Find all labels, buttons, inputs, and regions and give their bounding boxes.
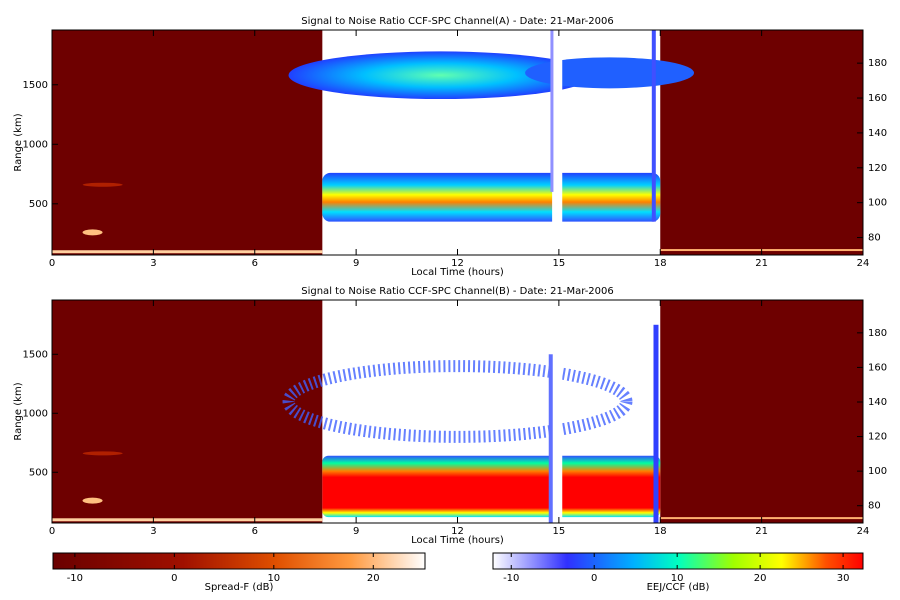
x-tick-label: 6 [252,258,258,269]
x-tick-label: 18 [654,526,667,537]
echo-stripe [548,354,553,523]
colorbar-tick-label: 30 [837,573,850,584]
night-region [52,300,323,523]
colorbar-tick-label: 20 [367,573,380,584]
x-tick-label: 12 [451,258,464,269]
x-tick-label: 6 [252,526,258,537]
chart-title: Signal to Noise Ratio CCF-SPC Channel(B)… [301,286,614,297]
data-gap [552,300,563,523]
y2-tick-label: 100 [868,466,887,477]
ground-echo [52,250,323,254]
y2-tick-label: 160 [868,93,887,104]
night-region [660,300,863,523]
echo-blob [282,360,633,443]
colorbar-tick-label: 0 [591,573,597,584]
x-axis-label: Local Time (hours) [411,535,504,546]
heatmap-image [52,30,863,255]
colorbar-tick-label: -10 [503,573,519,584]
y-tick-label: 1500 [23,80,48,91]
colorbar [52,552,426,570]
echo-blob [288,51,593,100]
y-axis-label: Range (km) [13,113,24,171]
night-region [660,30,863,255]
echo-band [322,455,661,518]
colorbar [492,552,864,570]
night-region [52,30,323,255]
spread-f [82,182,123,187]
x-tick-label: 24 [857,526,870,537]
y2-tick-label: 120 [868,432,887,443]
y2-tick-label: 100 [868,198,887,209]
y2-tick-label: 140 [868,128,887,139]
echo-stripe [653,324,659,523]
y-axis-label: Range (km) [13,382,24,440]
x-tick-label: 15 [553,258,566,269]
y2-tick-label: 80 [868,233,881,244]
x-tick-label: 15 [553,526,566,537]
x-tick-label: 21 [755,258,768,269]
chart-title: Signal to Noise Ratio CCF-SPC Channel(A)… [301,16,613,27]
colorbar-tick-label: 20 [754,573,767,584]
y-tick-label: 1500 [23,349,48,360]
x-tick-label: 9 [353,258,359,269]
echo-band [322,172,661,222]
y2-tick-label: 120 [868,163,887,174]
x-tick-label: 3 [150,258,156,269]
y-tick-label: 500 [29,467,48,478]
x-tick-label: 21 [755,526,768,537]
colorbar-tick-label: 0 [171,573,177,584]
y2-tick-label: 160 [868,362,887,373]
data-gap [552,30,563,255]
x-tick-label: 3 [150,526,156,537]
y2-tick-label: 180 [868,58,887,69]
x-tick-label: 24 [857,258,870,269]
x-tick-label: 0 [49,258,55,269]
y2-tick-label: 80 [868,501,881,512]
x-axis-label: Local Time (hours) [411,267,504,278]
x-tick-label: 12 [451,526,464,537]
spread-f [82,451,123,456]
spread-f [82,229,103,236]
colorbar-tick-label: 10 [671,573,684,584]
echo-stripe [651,30,656,222]
echo-stripe [550,30,554,192]
spread-f [82,497,103,504]
y2-tick-label: 140 [868,397,887,408]
colorbar-label: Spread-F (dB) [205,582,274,593]
colorbar-label: EEJ/CCF (dB) [647,582,710,593]
colorbar-tick-label: -10 [67,573,83,584]
y-tick-label: 1000 [23,139,48,150]
y2-tick-label: 180 [868,328,887,339]
y-tick-label: 1000 [23,408,48,419]
heatmap-image [52,300,863,523]
x-tick-label: 0 [49,526,55,537]
y-tick-label: 500 [29,199,48,210]
ground-echo [52,518,323,522]
colorbar-tick-label: 10 [267,573,280,584]
x-tick-label: 9 [353,526,359,537]
x-tick-label: 18 [654,258,667,269]
